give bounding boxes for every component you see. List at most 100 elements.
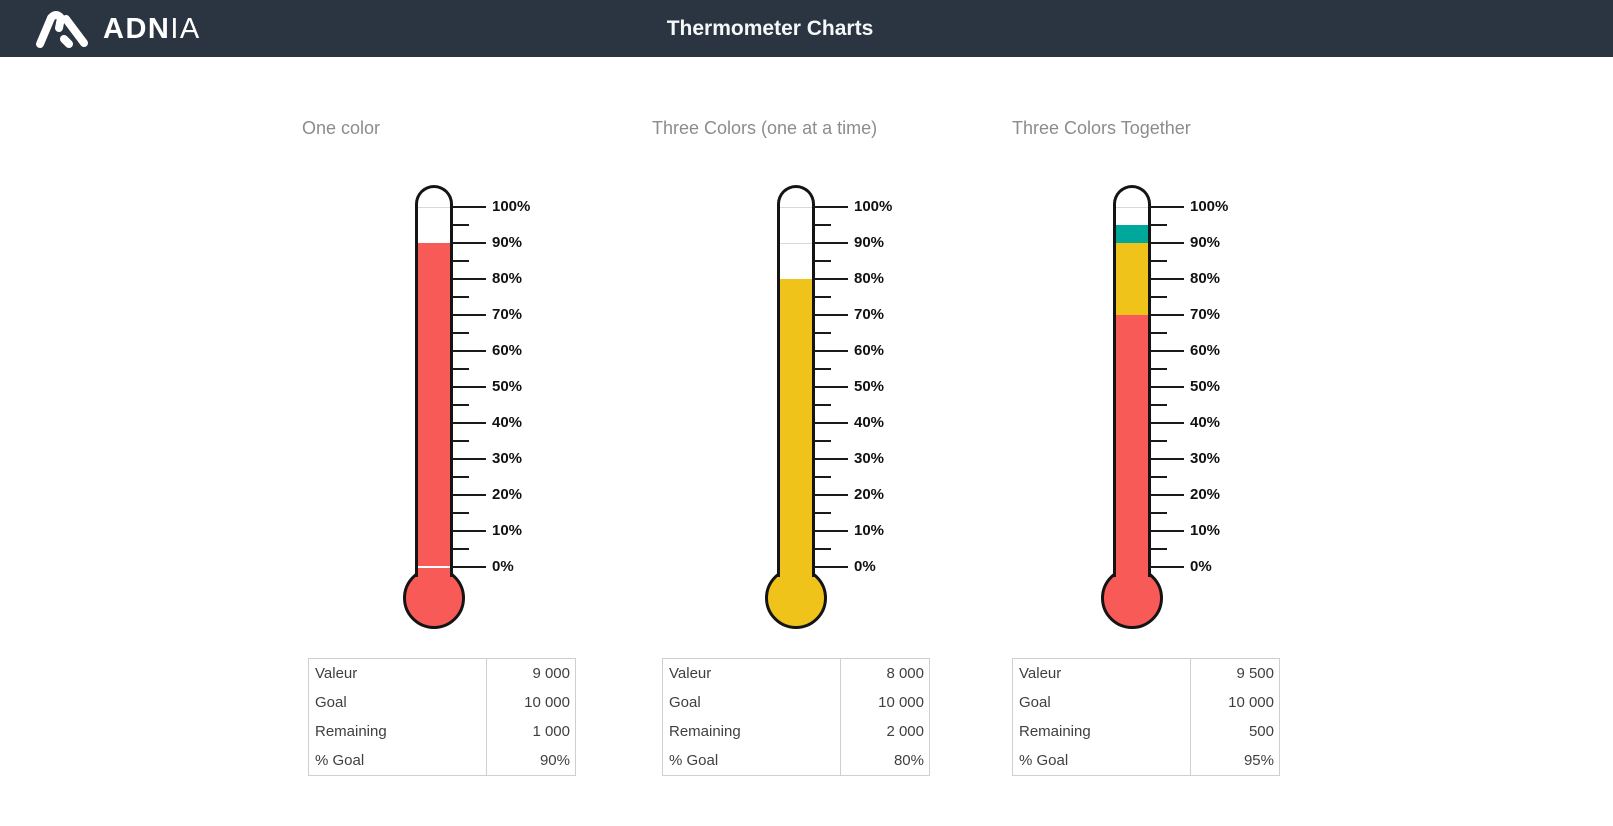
major-tick — [814, 530, 848, 532]
thermo-fill-segment-red — [1116, 315, 1148, 577]
minor-tick — [1150, 476, 1167, 478]
tick-label: 10% — [1190, 522, 1221, 539]
major-tick — [814, 350, 848, 352]
row-label: Valeur — [1019, 665, 1062, 682]
major-tick — [814, 314, 848, 316]
major-tick — [1150, 386, 1184, 388]
minor-tick — [452, 512, 469, 514]
segment-guide-line — [780, 243, 812, 244]
row-value[interactable]: 80% — [840, 746, 929, 775]
thermometer-tube — [777, 185, 815, 577]
minor-tick — [814, 404, 831, 406]
tick-label: 20% — [492, 486, 523, 503]
minor-tick — [814, 476, 831, 478]
tick-label: 70% — [492, 306, 523, 323]
row-value[interactable]: 9 500 — [1190, 659, 1279, 688]
minor-tick — [814, 512, 831, 514]
minor-tick — [1150, 512, 1167, 514]
tick-label: 60% — [854, 342, 885, 359]
major-tick — [452, 314, 486, 316]
row-label: % Goal — [669, 752, 719, 769]
chart-title-three-colors-one-at-a-time: Three Colors (one at a time) — [652, 118, 878, 138]
table-row: Goal 10 000 — [309, 688, 575, 717]
major-tick — [452, 422, 486, 424]
row-value[interactable]: 90% — [486, 746, 575, 775]
row-value[interactable]: 95% — [1190, 746, 1279, 775]
row-label: Remaining — [315, 723, 387, 740]
major-tick — [1150, 206, 1184, 208]
row-value[interactable]: 500 — [1190, 717, 1279, 746]
row-label: Remaining — [1019, 723, 1091, 740]
row-label: Goal — [1019, 694, 1051, 711]
tick-label: 30% — [492, 450, 523, 467]
thermometer-axis: 0% 10% 20% 30% 40% 50% 60% 70% 80% 90% 100% — [415, 185, 555, 635]
table-row: Goal 10 000 — [1013, 688, 1279, 717]
row-value[interactable]: 8 000 — [840, 659, 929, 688]
minor-tick — [452, 440, 469, 442]
thermometer-tube — [415, 185, 453, 577]
header-bar: ADN IA Thermometer Charts — [0, 0, 1613, 57]
thermometer-bulb — [765, 567, 827, 629]
tick-label: 0% — [1190, 558, 1212, 575]
row-value[interactable]: 1 000 — [486, 717, 575, 746]
thermometer-one-color: 0% 10% 20% 30% 40% 50% 60% 70% 80% 90% 100% — [403, 185, 555, 635]
major-tick — [452, 206, 486, 208]
data-table-one-color: Valeur 9 000 Goal 10 000 Remaining 1 000… — [308, 658, 576, 776]
minor-tick — [1150, 332, 1167, 334]
minor-tick — [1150, 368, 1167, 370]
row-value[interactable]: 2 000 — [840, 717, 929, 746]
major-tick — [452, 278, 486, 280]
segment-guide-line — [1116, 207, 1148, 208]
row-value[interactable]: 10 000 — [486, 688, 575, 717]
table-row: % Goal 80% — [663, 746, 929, 775]
major-tick — [814, 458, 848, 460]
tick-label: 90% — [854, 234, 885, 251]
major-tick — [1150, 278, 1184, 280]
row-value[interactable]: 10 000 — [1190, 688, 1279, 717]
minor-tick — [1150, 260, 1167, 262]
tick-label: 60% — [492, 342, 523, 359]
tick-label: 20% — [854, 486, 885, 503]
major-tick — [814, 386, 848, 388]
major-tick — [814, 278, 848, 280]
row-label: Goal — [669, 694, 701, 711]
major-tick — [814, 242, 848, 244]
tick-label: 10% — [854, 522, 885, 539]
major-tick — [814, 566, 848, 568]
logo-text-light: IA — [170, 12, 201, 45]
adnia-logo-text: ADN IA — [103, 13, 201, 46]
table-row: Valeur 8 000 — [663, 659, 929, 688]
tick-label: 100% — [1190, 198, 1229, 215]
major-tick — [452, 530, 486, 532]
row-label: Remaining — [669, 723, 741, 740]
tick-label: 50% — [854, 378, 885, 395]
minor-tick — [814, 332, 831, 334]
major-tick — [1150, 242, 1184, 244]
thermo-fill-segment-yellow — [1116, 243, 1148, 315]
segment-guide-line — [418, 207, 450, 208]
row-label: % Goal — [1019, 752, 1069, 769]
tick-label: 80% — [854, 270, 885, 287]
major-tick — [1150, 458, 1184, 460]
tick-label: 90% — [492, 234, 523, 251]
thermo-fill-segment-red — [418, 243, 450, 577]
logo-text-bold: ADN — [103, 12, 171, 45]
tick-label: 0% — [854, 558, 876, 575]
major-tick — [452, 458, 486, 460]
major-tick — [452, 242, 486, 244]
major-tick — [814, 494, 848, 496]
tick-label: 40% — [492, 414, 523, 431]
row-value[interactable]: 10 000 — [840, 688, 929, 717]
page-title: Thermometer Charts — [666, 16, 874, 40]
major-tick — [452, 386, 486, 388]
row-value[interactable]: 9 000 — [486, 659, 575, 688]
tick-label: 50% — [1190, 378, 1221, 395]
minor-tick — [452, 548, 469, 550]
tick-label: 30% — [1190, 450, 1221, 467]
bulb-junction-line — [418, 566, 450, 568]
chart-title-one-color: One color — [302, 118, 381, 138]
minor-tick — [814, 440, 831, 442]
minor-tick — [452, 476, 469, 478]
thermometer-axis: 0% 10% 20% 30% 40% 50% 60% 70% 80% 90% 100% — [777, 185, 917, 635]
